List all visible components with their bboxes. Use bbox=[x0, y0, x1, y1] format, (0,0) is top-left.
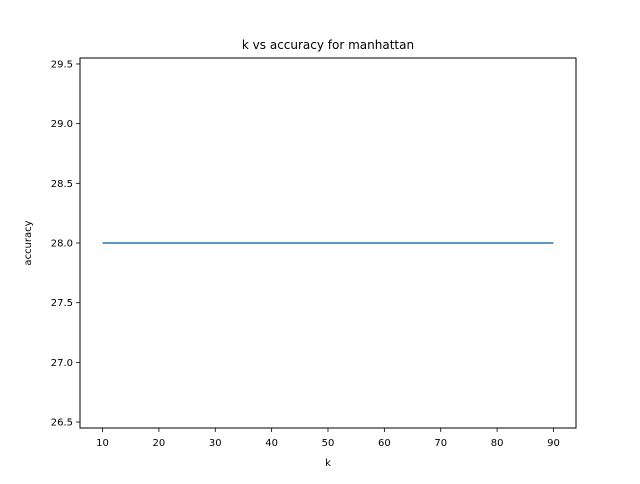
x-axis-ticks: 10 20 30 40 50 60 70 80 90 bbox=[96, 428, 560, 449]
x-tick-label: 10 bbox=[96, 438, 109, 449]
chart-title: k vs accuracy for manhattan bbox=[242, 38, 414, 52]
y-tick-label: 28.5 bbox=[51, 179, 73, 190]
x-tick-label: 20 bbox=[153, 438, 166, 449]
y-axis-label: accuracy bbox=[23, 220, 34, 265]
x-axis-label: k bbox=[325, 458, 331, 469]
y-tick-label: 29.0 bbox=[51, 119, 73, 130]
x-tick-label: 60 bbox=[378, 438, 391, 449]
x-tick-label: 90 bbox=[547, 438, 560, 449]
x-tick-label: 40 bbox=[265, 438, 278, 449]
y-tick-label: 29.5 bbox=[51, 59, 73, 70]
x-tick-label: 50 bbox=[322, 438, 335, 449]
y-axis-ticks: 26.5 27.0 27.5 28.0 28.5 29.0 29.5 bbox=[51, 59, 80, 429]
x-tick-label: 70 bbox=[434, 438, 447, 449]
y-tick-label: 27.0 bbox=[51, 358, 73, 369]
y-tick-label: 27.5 bbox=[51, 298, 73, 309]
x-tick-label: 80 bbox=[491, 438, 504, 449]
y-tick-label: 28.0 bbox=[51, 239, 73, 250]
x-tick-label: 30 bbox=[209, 438, 222, 449]
y-tick-label: 26.5 bbox=[51, 418, 73, 429]
